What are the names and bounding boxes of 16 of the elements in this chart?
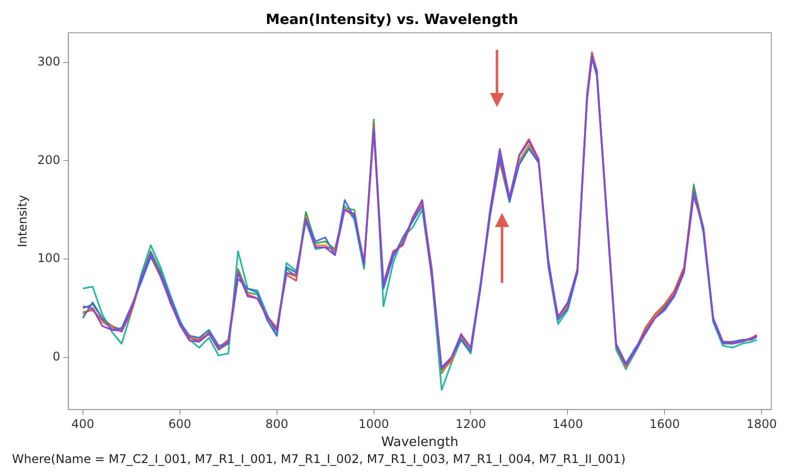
x-axis-title: Wavelength: [381, 435, 458, 450]
y-tick-label: 0: [52, 350, 60, 364]
x-tick-label: 1200: [455, 416, 486, 431]
x-tick-label: 1000: [358, 416, 390, 431]
y-tick-label: 300: [37, 54, 60, 68]
chart-title: Mean(Intensity) vs. Wavelength: [266, 12, 518, 28]
x-tick-label: 1400: [552, 416, 583, 431]
y-axis-title: Intensity: [15, 195, 30, 248]
x-tick-label: 1800: [746, 416, 777, 431]
x-tick-label: 600: [168, 416, 192, 431]
text: Where(Name = M7_C2_I_001, M7_R1_I_001, M7_R1_I_002, M7_R1_I_003, M7_R1_I_004, M7_R1_II_001): [12, 452, 626, 466]
y-tick-label: 100: [37, 251, 60, 266]
x-tick-label: 400: [71, 416, 94, 431]
x-tick-label: 1600: [649, 416, 680, 431]
x-tick-label: 800: [265, 416, 288, 431]
y-tick-label: 200: [37, 152, 60, 167]
